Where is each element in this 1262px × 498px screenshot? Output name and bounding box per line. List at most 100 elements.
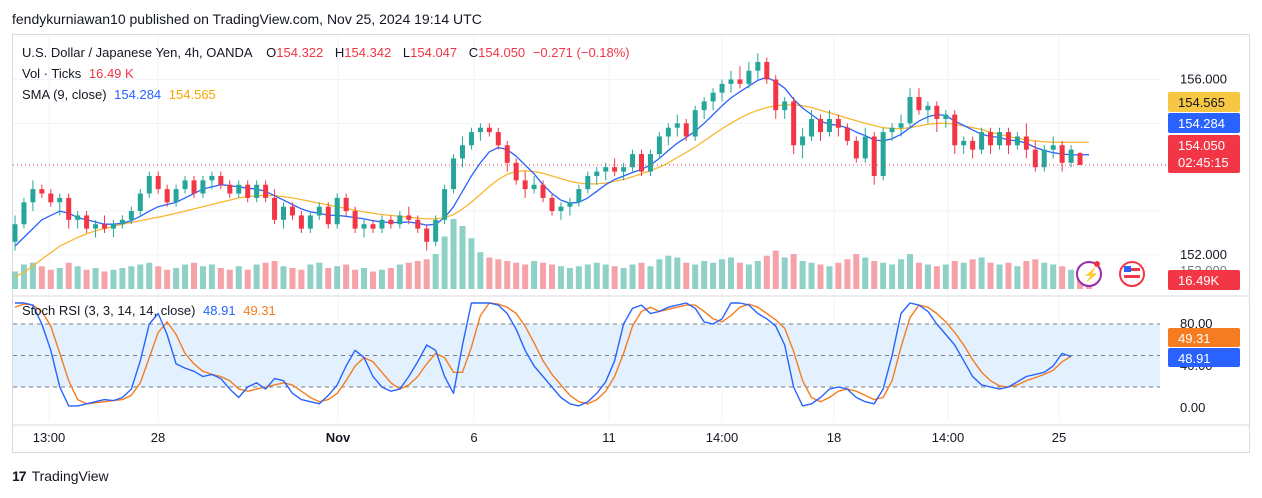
footer-brand[interactable]: 17 TradingView (12, 468, 109, 484)
candle-body-101 (916, 97, 922, 111)
candle-body-32 (298, 215, 304, 229)
legend-low-label: L (402, 45, 411, 60)
candle-body-83 (755, 61, 761, 71)
us-flag-stripe-2 (1124, 275, 1140, 278)
badge-sma-slow: 154.565 (1178, 95, 1225, 110)
candle-body-57 (522, 180, 528, 190)
candle-body-0 (12, 224, 18, 242)
volume-bar-81 (736, 262, 743, 289)
legend-sma-label: SMA (9, close) (22, 87, 107, 102)
time-tick-6: 18 (827, 430, 841, 445)
volume-bar-3 (38, 266, 45, 289)
candle-body-4 (48, 193, 54, 203)
volume-bar-5 (56, 268, 63, 289)
candle-body-90 (818, 118, 823, 133)
volume-bar-53 (486, 257, 493, 289)
candle-body-119 (1077, 153, 1083, 165)
candle-body-14 (137, 193, 143, 212)
rsi-tick-80: 80.00 (1180, 316, 1213, 331)
candle-body-41 (379, 219, 385, 229)
volume-bar-47 (432, 254, 439, 289)
legend-open: 154.322 (276, 45, 324, 60)
volume-bar-48 (441, 236, 448, 289)
badge-sma-slow-bg (1168, 92, 1240, 112)
volume-bar-43 (396, 264, 403, 289)
candle-body-87 (791, 101, 797, 146)
volume-bar-69 (629, 264, 636, 289)
candle-body-116 (1050, 145, 1056, 150)
candle-body-49 (451, 158, 457, 190)
legend-symbol: U.S. Dollar / Japanese Yen, 4h, OANDA (22, 45, 253, 60)
volume-bar-23 (217, 268, 224, 289)
candle-body-26 (245, 184, 251, 198)
us-flag-icon (1119, 261, 1145, 287)
volume-bar-45 (414, 261, 421, 289)
candle-body-54 (495, 132, 501, 146)
candle-body-66 (603, 167, 609, 172)
volume-bar-32 (298, 269, 305, 289)
volume-bar-50 (459, 226, 466, 289)
candle-body-58 (531, 184, 537, 190)
volume-bar-28 (262, 262, 269, 289)
volume-bar-40 (370, 271, 376, 289)
candle-body-46 (424, 228, 430, 242)
candle-body-115 (1041, 149, 1047, 168)
candle-body-39 (361, 224, 367, 229)
volume-bar-89 (808, 262, 815, 289)
volume-bar-7 (74, 266, 81, 289)
candle-body-7 (75, 215, 81, 220)
volume-bar-112 (1014, 266, 1021, 289)
volume-bar-2 (29, 262, 36, 289)
badge-rsi-d: 49.31 (1178, 331, 1211, 346)
candle-body-28 (263, 184, 269, 198)
volume-bar-92 (835, 262, 842, 289)
candle-body-38 (352, 211, 358, 229)
candle-body-16 (155, 175, 161, 190)
time-tick-7: 14:00 (932, 430, 965, 445)
volume-bar-118 (1068, 269, 1075, 289)
volume-bar-49 (450, 219, 457, 289)
candle-body-112 (1014, 136, 1020, 146)
volume-bar-98 (889, 264, 896, 289)
volume-bar-114 (1032, 259, 1039, 289)
candle-body-24 (227, 184, 233, 194)
volume-bar-68 (620, 268, 627, 289)
candle-body-82 (746, 70, 752, 84)
volume-bar-36 (334, 266, 341, 289)
candle-body-12 (119, 219, 125, 225)
volume-bar-31 (289, 268, 296, 289)
us-flag-stripe-1 (1124, 268, 1140, 271)
volume-bar-61 (557, 266, 564, 289)
volume-bar-8 (83, 269, 90, 289)
candle-body-3 (39, 189, 45, 194)
badge-last-price-sub: 02:45:15 (1178, 155, 1229, 170)
volume-bar-106 (960, 262, 967, 289)
legend-change: −0.271 (−0.18%) (532, 45, 630, 60)
candle-body-8 (84, 215, 90, 229)
candle-body-86 (782, 101, 788, 111)
volume-bar-82 (745, 264, 752, 289)
legend-close-label: C (468, 45, 479, 60)
legend-low: 154.047 (410, 45, 458, 60)
candle-body-35 (325, 206, 331, 225)
candle-body-98 (889, 127, 895, 133)
volume-bar-116 (1050, 264, 1057, 289)
time-tick-3: 6 (470, 430, 477, 445)
volume-bar-14 (137, 264, 144, 289)
candle-body-114 (1032, 149, 1038, 168)
candle-body-107 (970, 140, 976, 150)
volume-bar-67 (611, 266, 618, 289)
candle-body-47 (433, 219, 439, 242)
volume-bar-25 (235, 266, 242, 289)
volume-bar-93 (844, 259, 851, 289)
volume-bar-55 (504, 261, 511, 289)
candle-body-106 (961, 140, 967, 146)
volume-bar-1 (20, 264, 27, 289)
candle-body-23 (218, 175, 224, 185)
volume-bar-74 (674, 257, 681, 289)
candle-body-111 (1005, 132, 1011, 146)
price-tick-152: 152.000 (1180, 247, 1227, 262)
legend-rsi-k: 48.91 (203, 303, 236, 318)
volume-bar-110 (996, 264, 1003, 289)
